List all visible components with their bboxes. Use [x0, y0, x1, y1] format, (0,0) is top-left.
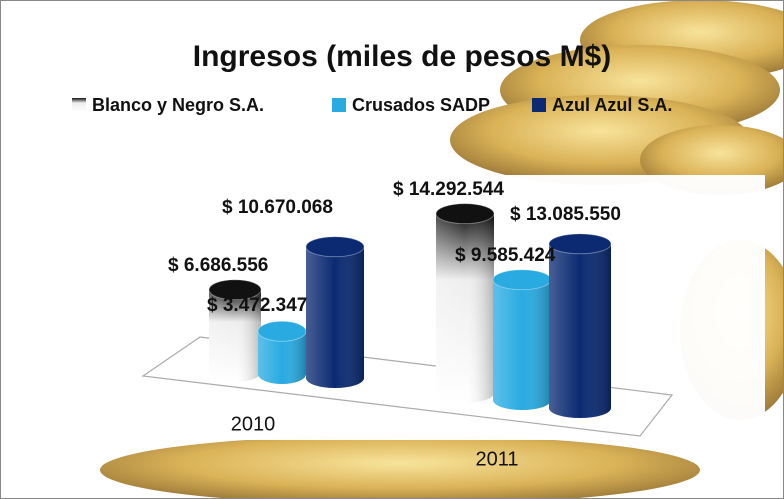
legend-swatch — [72, 98, 86, 112]
bar-shade — [549, 243, 611, 418]
data-label: $ 14.292.544 — [393, 179, 504, 200]
legend-swatch — [532, 98, 546, 112]
legend: Blanco y Negro S.A. Crusados SADP Azul Azu… — [72, 95, 672, 115]
bar-shade — [436, 213, 494, 403]
bar-top — [208, 279, 262, 301]
legend-swatch — [332, 98, 346, 112]
data-label: $ 3.472.347 — [207, 295, 307, 316]
legend-label: Crusados SADP — [352, 95, 490, 115]
data-label: $ 6.686.556 — [168, 255, 268, 276]
legend-label: Blanco y Negro S.A. — [92, 95, 264, 115]
bar-shade — [493, 279, 551, 410]
x-tick-label: 2011 — [475, 448, 518, 470]
bar-shade — [306, 246, 364, 388]
x-tick-label: 2010 — [231, 413, 276, 435]
bar-top — [435, 203, 495, 225]
bar-top — [548, 233, 612, 255]
bar-top — [257, 320, 307, 342]
data-label: $ 9.585.424 — [455, 245, 556, 266]
bar-shade — [209, 289, 261, 382]
chart-title: Ingresos (miles de pesos M$) — [193, 40, 611, 73]
floor — [141, 336, 674, 437]
bars — [208, 203, 612, 418]
plot-area — [20, 175, 765, 440]
bar-top — [492, 269, 552, 291]
data-label: $ 13.085.550 — [510, 204, 621, 225]
legend-label: Azul Azul S.A. — [552, 95, 672, 115]
bar-top — [305, 236, 365, 258]
bar-shade — [258, 331, 306, 384]
data-label: $ 10.670.068 — [222, 197, 333, 218]
